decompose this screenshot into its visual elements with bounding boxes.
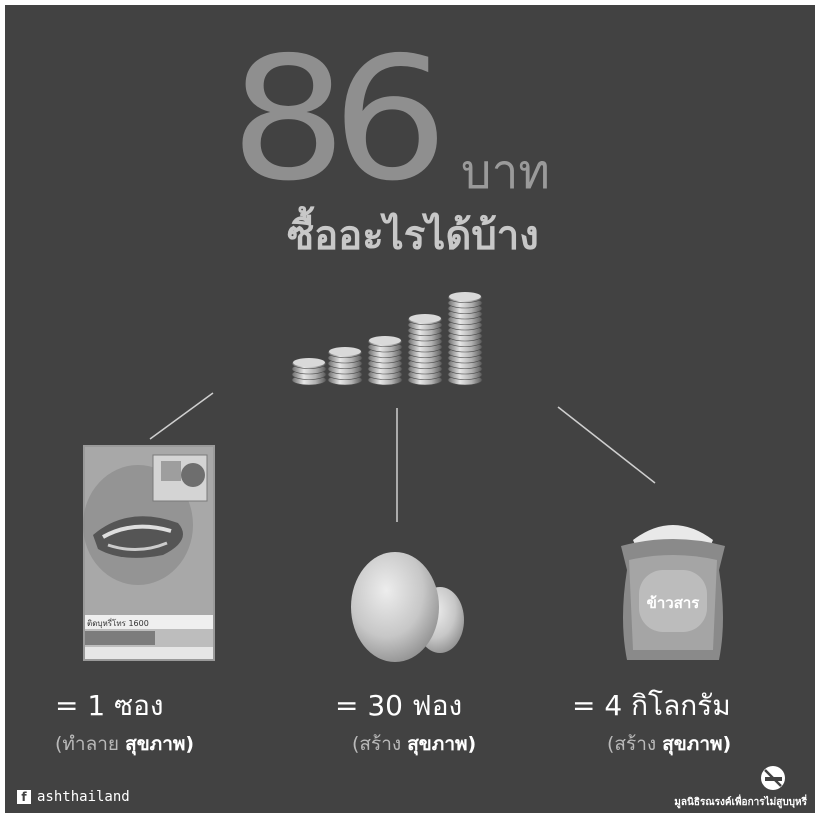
infographic: 86 บาท ซื้ออะไรได้บ้าง ติดบุหร [5,5,815,813]
eggs-icon [351,552,464,662]
cigarette-note-strong: สุขภาพ) [125,733,195,755]
sack-label: ข้าวสาร [647,594,701,612]
rice-amount: = 4 กิโลกรัม [572,689,731,722]
cigarette-note-prefix: (ทำลาย [55,733,126,755]
coin-stacks-icon [291,292,483,386]
eggs-note-prefix: (สร้าง [352,733,408,755]
foundation-name: มูลนิธิรณรงค์เพื่อการไม่สูบบุหรี่ [674,797,807,808]
amount-number: 86 [230,21,449,219]
facebook-handle[interactable]: ashthailand [37,789,130,805]
facebook-icon: f [17,790,31,804]
eggs-note-strong: สุขภาพ) [407,733,477,755]
eggs-amount: = 30 ฟอง [335,689,463,722]
rice-note: (สร้าง สุขภาพ) [607,732,731,756]
currency-label: บาท [461,144,551,200]
cigarette-note: (ทำลาย สุขภาพ) [55,732,194,756]
eggs-note: (สร้าง สุขภาพ) [352,732,476,756]
no-smoking-icon [761,766,785,790]
rice-note-prefix: (สร้าง [607,733,663,755]
cigarette-pack-icon: ติดบุหรี่โทร 1600 [83,445,215,661]
question-heading: ซื้ออะไรได้บ้าง [287,213,539,259]
cigarette-amount: = 1 ซอง [55,689,164,722]
rice-sack-icon: ข้าวสาร [621,525,725,660]
pack-hotline: ติดบุหรี่โทร 1600 [87,617,149,628]
rice-note-strong: สุขภาพ) [662,733,732,755]
facebook-link[interactable]: f ashthailand [17,789,130,805]
